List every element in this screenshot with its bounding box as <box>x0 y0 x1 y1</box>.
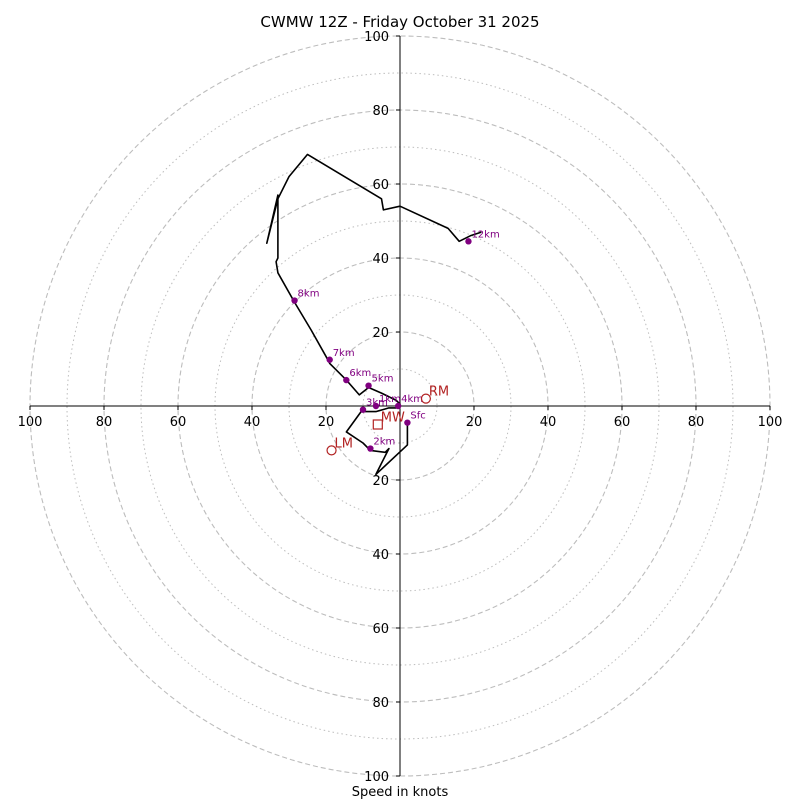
height-marker-12km <box>465 238 472 245</box>
height-label-3km: 3km <box>366 398 388 409</box>
x-tick-label: 80 <box>688 415 705 430</box>
height-marker-7km <box>326 356 333 363</box>
chart-title: CWMW 12Z - Friday October 31 2025 <box>260 13 539 31</box>
storm-marker-rm <box>420 393 431 404</box>
height-label-2km: 2km <box>373 437 395 448</box>
y-tick-label: 80 <box>372 696 389 711</box>
height-marker-4km <box>394 402 402 410</box>
height-marker-1km <box>372 402 380 410</box>
storm-label-rm: RM <box>429 385 449 400</box>
height-label-7km: 7km <box>333 348 355 359</box>
hodograph-line <box>265 153 482 476</box>
x-tick-label: 40 <box>540 415 557 430</box>
x-tick-label: 100 <box>758 415 783 430</box>
hodograph-trace <box>265 153 482 476</box>
y-tick-label: 40 <box>372 252 389 267</box>
x-tick-label: 100 <box>18 415 43 430</box>
y-tick-label: 60 <box>372 622 389 637</box>
x-tick-label: 20 <box>318 415 335 430</box>
height-marker-2km <box>367 445 374 452</box>
y-tick-label: 60 <box>372 178 389 193</box>
height-label-sfc: Sfc <box>410 411 425 422</box>
storm-marker-lm <box>326 445 337 456</box>
storm-label-mw: MW <box>381 411 405 426</box>
height-label-12km: 12km <box>471 229 499 240</box>
y-tick-label: 100 <box>364 770 389 785</box>
height-marker-sfc <box>404 419 411 426</box>
height-label-4km: 4km <box>401 394 423 405</box>
y-tick-label: 20 <box>372 326 389 341</box>
height-marker-3km <box>359 406 367 413</box>
x-tick-label: 20 <box>466 415 483 430</box>
x-axis-label: Speed in knots <box>352 785 449 800</box>
storm-marker-mw <box>372 419 383 430</box>
y-tick-labels: 100 80 60 40 20 20 40 60 80 100 <box>364 30 400 785</box>
x-tick-label: 60 <box>170 415 187 430</box>
height-marker-5km <box>365 382 372 389</box>
x-tick-label: 40 <box>244 415 261 430</box>
height-label-6km: 6km <box>349 368 371 379</box>
height-label-1km: 1km <box>379 394 401 405</box>
storm-label-lm: LM <box>335 436 353 451</box>
x-tick-label: 60 <box>614 415 631 430</box>
storm-motion-markers: RM LM MW <box>326 385 449 456</box>
y-tick-label: 40 <box>372 548 389 563</box>
y-tick-label: 20 <box>372 474 389 489</box>
height-marker-8km <box>291 297 298 304</box>
height-marker-6km <box>343 376 350 384</box>
x-tick-labels: 100 80 60 40 20 20 40 60 80 100 <box>18 406 783 430</box>
height-label-8km: 8km <box>298 289 320 300</box>
y-tick-label: 80 <box>372 104 389 119</box>
height-label-5km: 5km <box>372 374 394 385</box>
x-tick-label: 80 <box>96 415 113 430</box>
y-tick-label: 100 <box>364 30 389 45</box>
